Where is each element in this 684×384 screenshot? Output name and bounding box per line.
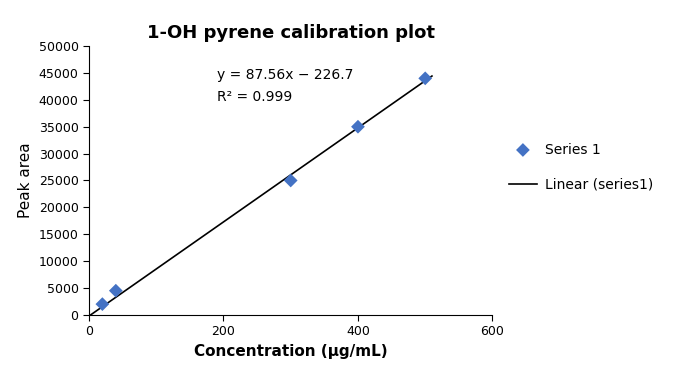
Title: 1-OH pyrene calibration plot: 1-OH pyrene calibration plot: [146, 24, 435, 42]
Point: [110, 288, 121, 294]
Point: [285, 177, 296, 184]
X-axis label: Concentration (μg/mL): Concentration (μg/mL): [194, 344, 388, 359]
Point: [352, 124, 363, 130]
Y-axis label: Peak area: Peak area: [18, 143, 33, 218]
Point: [97, 301, 108, 307]
Text: y = 87.56x − 226.7
R² = 0.999: y = 87.56x − 226.7 R² = 0.999: [217, 68, 353, 104]
Point: [420, 75, 431, 81]
Legend: Series 1, Linear (series1): Series 1, Linear (series1): [503, 137, 659, 197]
